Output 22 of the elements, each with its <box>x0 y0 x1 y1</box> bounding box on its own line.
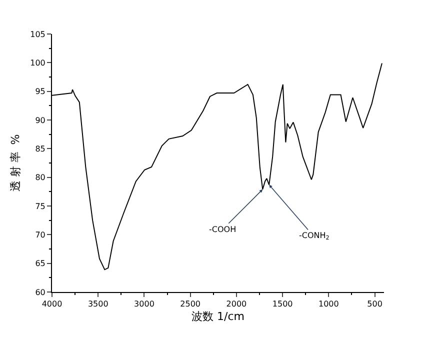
x-tick-label: 4000 <box>42 300 62 309</box>
x-tick-label: 500 <box>367 300 382 309</box>
y-tick-label: 90 <box>35 116 46 125</box>
y-tick-label: 105 <box>30 30 46 39</box>
y-tick-label: 85 <box>35 144 46 154</box>
x-tick-label: 2500 <box>180 300 201 309</box>
annotation: -COOH <box>209 225 236 234</box>
annotation: -CONH$_{2}$ <box>299 231 330 242</box>
y-tick-label: 60 <box>35 288 46 297</box>
x-tick-label: 3000 <box>134 300 154 309</box>
y-tick-label: 75 <box>35 202 46 211</box>
x-axis-title: 波数 1/cm <box>192 310 244 323</box>
y-tick-label: 70 <box>35 230 46 240</box>
y-tick-label: 100 <box>30 58 46 68</box>
x-tick-label: 1000 <box>318 300 339 309</box>
x-tick-label: 2000 <box>226 300 247 309</box>
x-tick-label: 3500 <box>88 300 108 309</box>
y-tick-label: 80 <box>35 173 46 182</box>
x-tick-label: 1500 <box>272 300 293 309</box>
y-axis-title: 透 射 率 % <box>8 134 22 192</box>
y-tick-label: 65 <box>35 259 46 268</box>
y-tick-label: 95 <box>35 87 46 96</box>
